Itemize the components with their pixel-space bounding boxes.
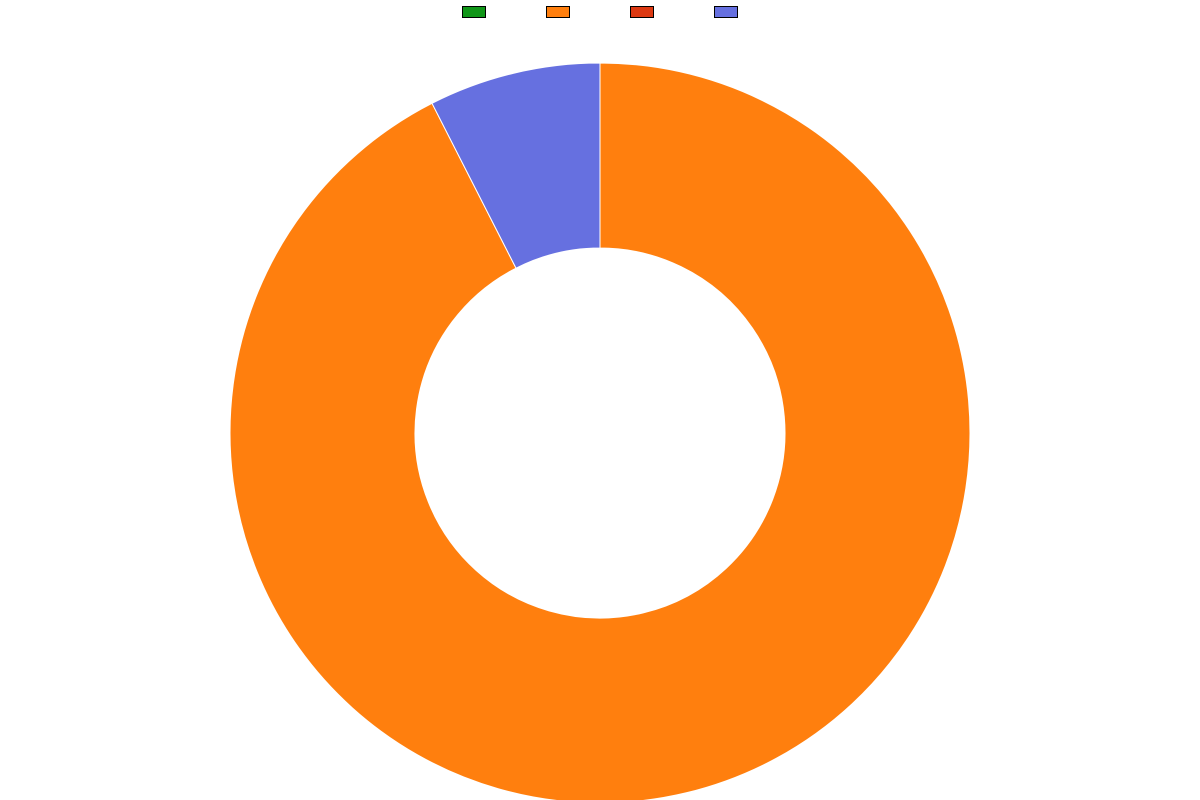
legend-swatch-3: [714, 6, 738, 18]
legend-item-2: [630, 6, 654, 18]
legend-item-3: [714, 6, 738, 18]
legend-item-1: [546, 6, 570, 18]
legend-swatch-2: [630, 6, 654, 18]
legend-item-0: [462, 6, 486, 18]
legend: [0, 6, 1200, 18]
legend-swatch-1: [546, 6, 570, 18]
chart-container: [0, 0, 1200, 800]
legend-swatch-0: [462, 6, 486, 18]
donut-svg: [0, 22, 1200, 800]
donut-chart: [0, 22, 1200, 800]
